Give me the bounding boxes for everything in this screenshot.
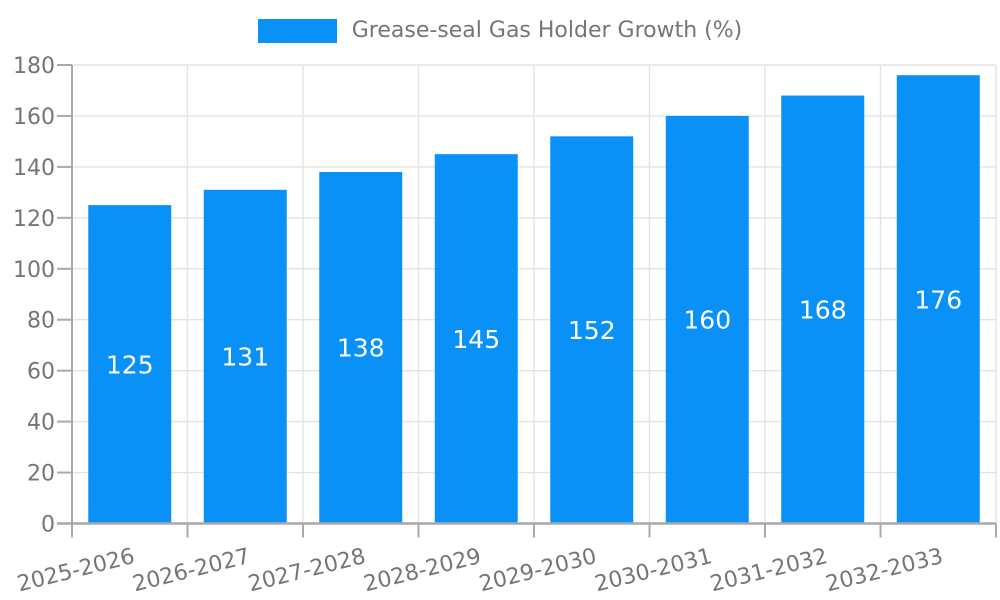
bar <box>88 205 172 524</box>
y-tick-label: 80 <box>27 309 55 334</box>
legend-swatch <box>257 18 337 43</box>
bar <box>665 115 749 524</box>
bar-value-label: 168 <box>799 296 847 325</box>
bar <box>203 189 287 524</box>
x-category-label: 2031-2032 <box>708 544 830 597</box>
y-tick-label: 20 <box>27 462 55 487</box>
y-tick-label: 60 <box>27 360 55 385</box>
bar-value-label: 176 <box>914 285 962 314</box>
bar-value-label: 131 <box>221 343 269 372</box>
x-category-label: 2029-2030 <box>477 544 599 597</box>
bar-value-label: 145 <box>452 325 500 354</box>
chart-legend: Grease-seal Gas Holder Growth (%) <box>0 18 1000 43</box>
y-tick-label: 120 <box>13 207 55 232</box>
y-tick-label: 0 <box>41 513 55 538</box>
x-category-label: 2025-2026 <box>15 544 137 597</box>
y-tick-label: 180 <box>13 54 55 79</box>
y-tick-label: 160 <box>13 105 55 130</box>
bar <box>319 171 403 524</box>
legend-label: Grease-seal Gas Holder Growth (%) <box>351 18 743 43</box>
x-category-label: 2032-2033 <box>823 544 945 597</box>
bar <box>434 154 518 524</box>
bar <box>550 136 634 524</box>
x-category-label: 2028-2029 <box>361 544 483 597</box>
y-tick-label: 140 <box>13 156 55 181</box>
x-category-label: 2030-2031 <box>592 544 714 597</box>
y-tick-label: 40 <box>27 411 55 436</box>
bar <box>896 75 980 524</box>
bar-value-label: 160 <box>683 306 731 335</box>
bar <box>781 95 865 524</box>
x-category-label: 2026-2027 <box>130 544 252 597</box>
bar-value-label: 138 <box>337 334 385 363</box>
x-category-label: 2027-2028 <box>246 544 368 597</box>
bar-value-label: 152 <box>568 316 616 345</box>
bar-value-label: 125 <box>106 350 154 379</box>
y-tick-label: 100 <box>13 258 55 283</box>
